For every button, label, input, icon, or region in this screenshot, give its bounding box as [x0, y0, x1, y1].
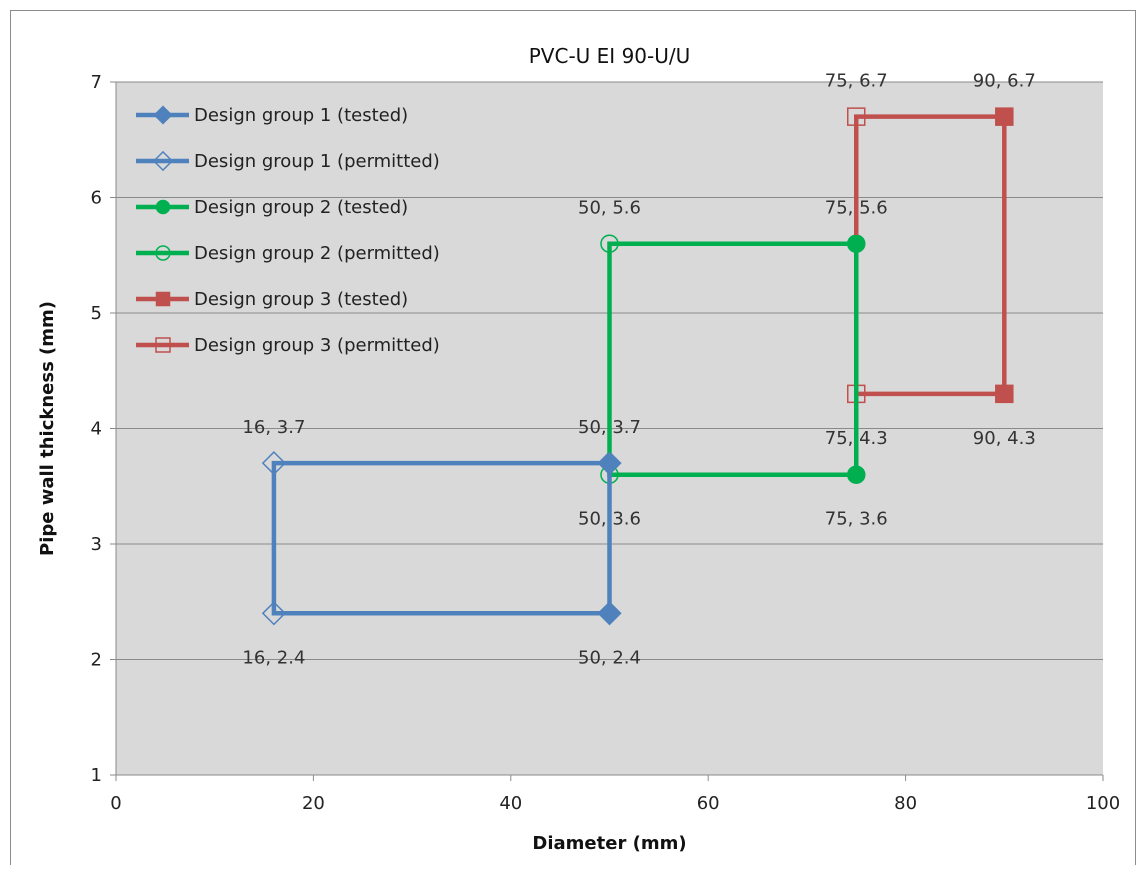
data-label: 75, 5.6 — [825, 198, 888, 219]
y-tick-label: 4 — [91, 419, 102, 440]
y-tick-label: 7 — [91, 72, 102, 93]
x-axis-title: Diameter (mm) — [532, 833, 686, 854]
data-point-marker — [261, 451, 287, 476]
x-tick-label: 0 — [110, 793, 121, 814]
legend-label: Design group 3 (permitted) — [194, 335, 440, 356]
legend-label: Design group 1 (permitted) — [194, 151, 440, 172]
data-point-marker — [261, 601, 287, 626]
data-point-marker — [847, 234, 865, 253]
chart-svg: 1 2 3 4 5 6 7 0 20 40 60 80 100 PVC-U EI 90-U/U Diamet… — [37, 44, 1120, 854]
data-label: 50, 5.6 — [578, 198, 641, 219]
legend-marker — [152, 150, 174, 172]
series-design-group-3-tested — [995, 107, 1014, 403]
legend-marker — [155, 291, 171, 307]
data-point-marker — [995, 107, 1014, 126]
series-line — [271, 460, 610, 616]
x-tick-label: 20 — [302, 793, 325, 814]
data-label: 75, 6.7 — [825, 71, 888, 92]
x-tick-label: 40 — [499, 793, 522, 814]
legend-item: Design group 3 (tested) — [136, 289, 408, 310]
x-tick-label: 80 — [894, 793, 917, 814]
data-point-marker — [600, 234, 619, 253]
legend-item: Design group 3 (permitted) — [136, 335, 440, 356]
data-label: 90, 4.3 — [973, 428, 1036, 449]
y-tick-label: 3 — [91, 534, 102, 555]
legend: Design group 1 (tested) Design group 1 (p… — [136, 105, 440, 356]
series-line — [607, 241, 857, 477]
y-axis-title: Pipe wall thickness (mm) — [37, 301, 58, 556]
legend-item: Design group 2 (tested) — [136, 197, 408, 218]
data-label: 50, 3.7 — [578, 417, 641, 438]
legend-marker — [155, 337, 171, 353]
legend-label: Design group 2 (tested) — [194, 197, 408, 218]
data-point-marker — [598, 601, 621, 625]
data-label: 16, 3.7 — [242, 417, 305, 438]
data-point-marker — [995, 385, 1014, 403]
data-point-marker — [847, 107, 866, 126]
chart-title: PVC-U EI 90-U/U — [529, 44, 691, 68]
y-tick-label: 6 — [91, 188, 102, 209]
legend-item: Design group 1 (permitted) — [136, 150, 440, 172]
data-label: 75, 3.6 — [825, 509, 888, 530]
data-point-marker — [598, 451, 621, 475]
legend-marker — [155, 245, 171, 261]
y-tick-label: 1 — [91, 765, 102, 786]
chart-frame: 1 2 3 4 5 6 7 0 20 40 60 80 100 PVC-U EI 90-U/U Diamet… — [10, 10, 1136, 865]
legend-item: Design group 1 (tested) — [136, 105, 408, 126]
data-label: 16, 2.4 — [242, 647, 305, 668]
legend-label: Design group 2 (permitted) — [194, 243, 440, 264]
legend-marker — [155, 199, 171, 215]
series-design-group-1-tested — [598, 451, 621, 625]
y-tick-label: 5 — [91, 303, 102, 324]
y-tick-label: 2 — [91, 650, 102, 671]
data-label: 50, 3.6 — [578, 509, 641, 530]
data-label: 75, 4.3 — [825, 428, 888, 449]
x-tick-label: 100 — [1086, 793, 1120, 814]
series-design-group-2-tested — [847, 234, 865, 484]
data-point-marker — [847, 465, 865, 484]
data-label: 50, 2.4 — [578, 647, 641, 668]
legend-item: Design group 2 (permitted) — [136, 243, 440, 264]
legend-label: Design group 1 (tested) — [194, 105, 408, 126]
x-tick-label: 60 — [697, 793, 720, 814]
data-label: 90, 6.7 — [973, 71, 1036, 92]
legend-label: Design group 3 (tested) — [194, 289, 408, 310]
legend-marker — [153, 105, 173, 125]
